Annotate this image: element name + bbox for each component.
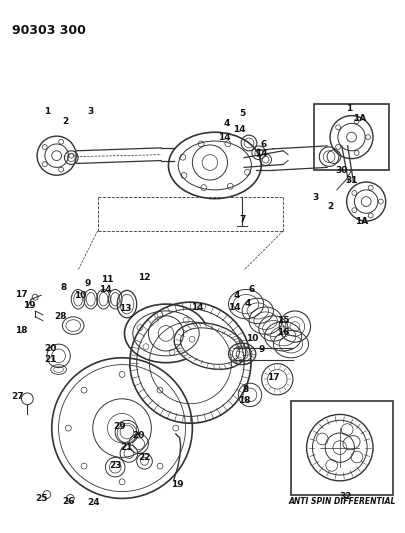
Text: 9: 9	[258, 345, 264, 354]
Text: 23: 23	[109, 461, 121, 470]
Text: 1: 1	[345, 104, 352, 114]
Text: 9: 9	[85, 279, 91, 288]
Text: 24: 24	[87, 498, 100, 507]
Text: 4: 4	[244, 298, 251, 308]
Text: 20: 20	[45, 344, 57, 352]
Text: 17: 17	[15, 290, 28, 299]
Text: 14: 14	[228, 303, 240, 311]
Bar	[290, 401, 392, 495]
Text: 4: 4	[223, 119, 229, 128]
Text: 27: 27	[11, 392, 24, 401]
Text: 26: 26	[62, 497, 75, 506]
Text: ANTI SPIN DIFFERENTIAL: ANTI SPIN DIFFERENTIAL	[288, 497, 394, 506]
Text: 7: 7	[239, 215, 245, 224]
Bar	[313, 104, 388, 171]
Text: 3: 3	[87, 107, 94, 116]
Text: 15: 15	[276, 316, 289, 325]
Text: 14: 14	[99, 285, 111, 294]
Text: 11: 11	[101, 275, 113, 284]
Text: 20: 20	[132, 431, 145, 440]
Text: 19: 19	[23, 301, 36, 310]
Ellipse shape	[124, 304, 207, 362]
Text: 19: 19	[171, 480, 183, 489]
Text: 1: 1	[44, 107, 50, 116]
Text: 14: 14	[190, 303, 203, 311]
Text: 13: 13	[118, 304, 131, 313]
Text: 5: 5	[239, 109, 245, 118]
Text: 22: 22	[138, 453, 150, 462]
Ellipse shape	[174, 323, 245, 369]
Text: 8: 8	[60, 283, 66, 292]
Text: 14: 14	[232, 125, 245, 134]
Text: 18: 18	[15, 326, 28, 335]
Text: 6: 6	[260, 140, 266, 149]
Text: 1A: 1A	[354, 216, 367, 225]
Text: 28: 28	[54, 312, 67, 321]
Text: 30: 30	[335, 166, 347, 175]
Text: 21: 21	[120, 443, 133, 452]
Text: 8: 8	[242, 384, 249, 393]
Text: 3: 3	[311, 193, 318, 202]
Text: 10: 10	[245, 334, 258, 343]
Text: 2: 2	[62, 117, 68, 126]
Text: 29: 29	[113, 422, 125, 431]
Text: 16: 16	[276, 328, 289, 337]
Text: 21: 21	[45, 356, 57, 364]
Text: 10: 10	[74, 291, 86, 300]
Text: 1A: 1A	[352, 114, 365, 123]
Text: 2: 2	[326, 202, 333, 211]
Text: 25: 25	[35, 494, 47, 503]
Text: 4: 4	[232, 291, 239, 300]
Text: 14: 14	[255, 149, 267, 158]
Text: 17: 17	[266, 373, 279, 382]
Text: 12: 12	[138, 273, 150, 282]
Ellipse shape	[168, 132, 260, 199]
Text: 18: 18	[237, 396, 250, 405]
Text: 6: 6	[248, 285, 254, 294]
Text: 90303 300: 90303 300	[12, 24, 85, 37]
Text: 14: 14	[218, 133, 230, 142]
Text: 31: 31	[344, 175, 357, 184]
Text: 32: 32	[339, 492, 351, 501]
